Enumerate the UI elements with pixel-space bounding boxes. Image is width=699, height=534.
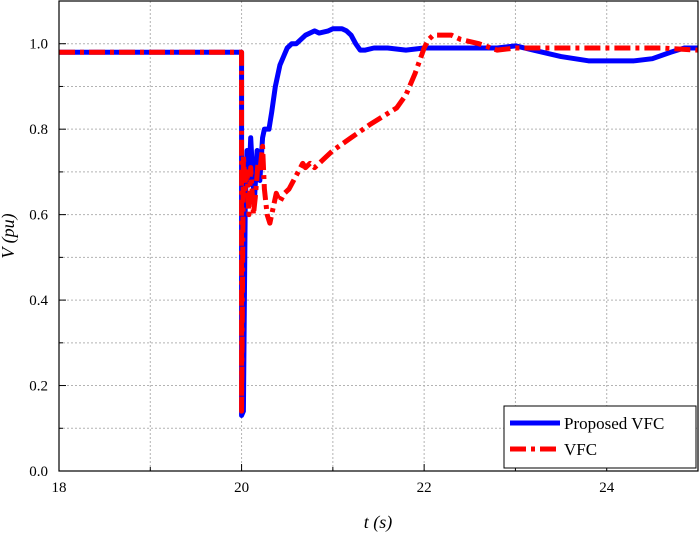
series-layer [59,26,698,418]
y-tick-label: 1.0 [29,37,48,53]
x-tick-label: 24 [599,480,615,496]
y-tick-label: 0.8 [29,122,48,138]
y-axis-title: V (pu) [0,213,19,258]
y-tick-label: 0.2 [29,379,48,395]
y-tick-label: 0.4 [29,293,48,309]
x-axis-title: t (s) [364,512,393,533]
x-tick-label: 22 [417,480,432,496]
x-tick-label: 18 [52,480,67,496]
y-tick-label: 0.0 [29,464,48,480]
legend: Proposed VFC VFC [503,405,697,469]
legend-label-vfc: VFC [564,440,597,459]
x-tick-label: 20 [234,480,249,496]
legend-label-proposed-vfc: Proposed VFC [564,414,664,433]
series-line-proposed-vfc [59,26,698,418]
axis-ticks [58,0,699,472]
tick-labels: 18 20 22 24 0.0 0.2 0.4 0.6 0.8 1.0 [29,37,614,496]
plot-frame [58,0,699,472]
y-tick-label: 0.6 [29,208,48,224]
legend-box [503,405,697,469]
series-line-vfc [59,32,698,414]
